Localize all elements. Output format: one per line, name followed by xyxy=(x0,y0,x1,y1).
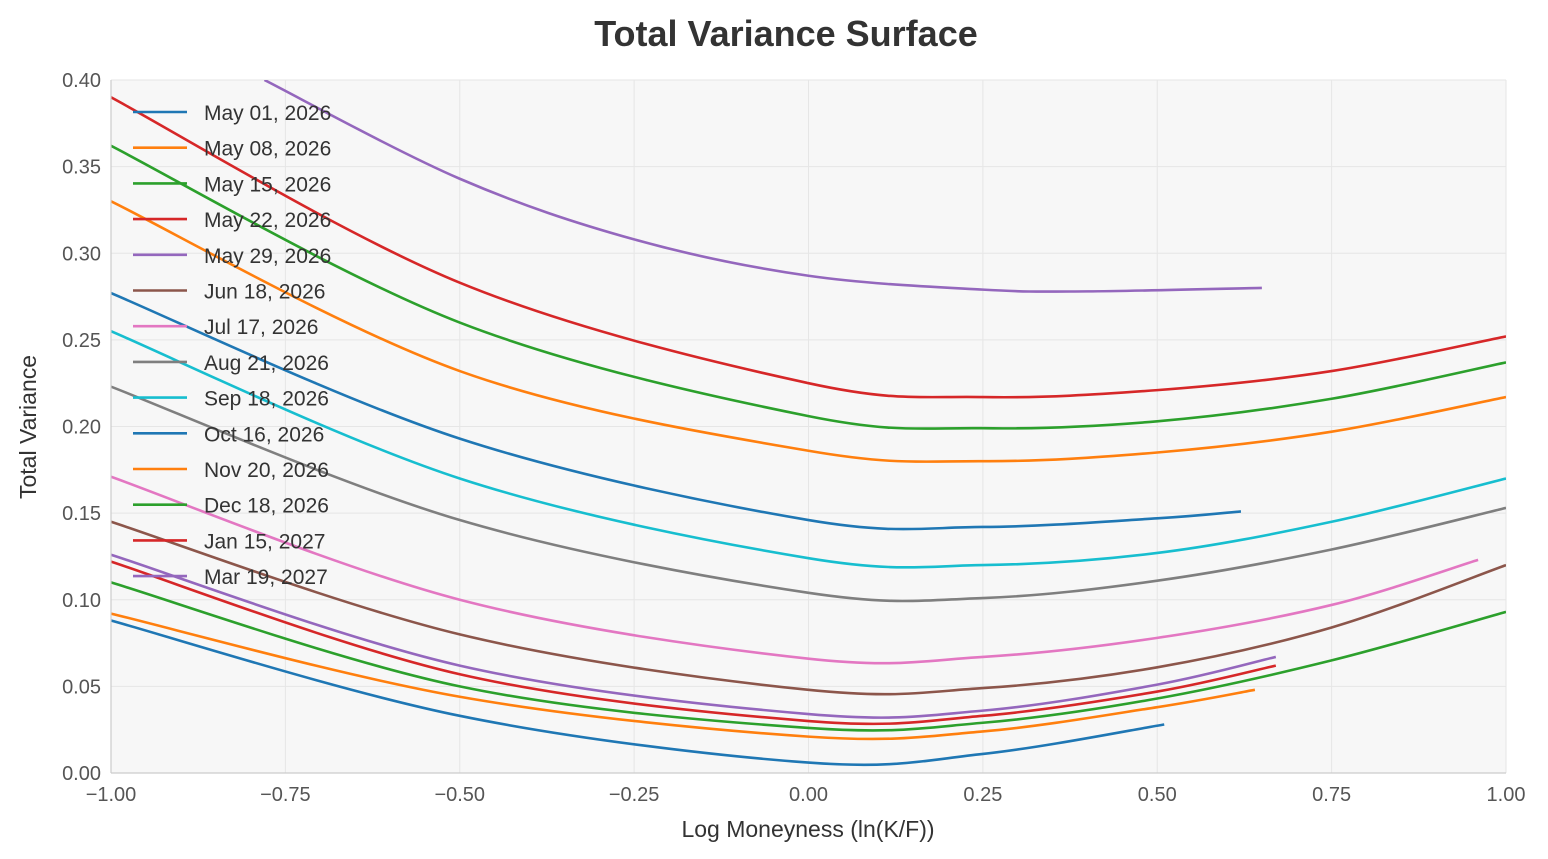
legend: May 01, 2026 May 08, 2026 May 15, 2026 May … xyxy=(133,102,331,589)
legend-label: May 22, 2026 xyxy=(204,209,331,232)
legend-label: May 08, 2026 xyxy=(204,138,331,161)
series-line-0 xyxy=(111,619,1165,767)
y-tick-label: 0.10 xyxy=(62,590,101,612)
chart-title: Total Variance Surface xyxy=(594,13,978,54)
legend-label: May 15, 2026 xyxy=(204,173,331,196)
legend-label: Jan 15, 2027 xyxy=(204,530,325,553)
x-tick-label: 0.00 xyxy=(789,784,828,806)
series-line-6 xyxy=(111,475,1479,665)
y-axis-label: Total Variance xyxy=(15,355,41,499)
series-line-1 xyxy=(111,612,1256,741)
legend-label: Dec 18, 2026 xyxy=(204,495,329,518)
series-line-11 xyxy=(111,144,1506,430)
x-tick-label: −0.75 xyxy=(260,784,311,806)
x-tick-label: 0.25 xyxy=(963,784,1002,806)
legend-label: Nov 20, 2026 xyxy=(204,459,329,482)
legend-label: Jun 18, 2026 xyxy=(204,281,325,304)
series-line-4 xyxy=(111,553,1277,719)
legend-label: Oct 16, 2026 xyxy=(204,423,324,446)
y-tick-label: 0.40 xyxy=(62,70,101,92)
series-line-2 xyxy=(111,581,1506,732)
y-tick-label: 0.20 xyxy=(62,417,101,439)
x-tick-label: 1.00 xyxy=(1487,784,1526,806)
x-tick-label: −0.25 xyxy=(609,784,660,806)
series-line-8 xyxy=(111,330,1506,569)
legend-label: Mar 19, 2027 xyxy=(204,566,328,589)
series-lines xyxy=(111,80,1506,767)
y-axis-ticks: 0.00 0.05 0.10 0.15 0.20 0.25 0.30 0.35 0.40 xyxy=(62,70,101,785)
series-line-13 xyxy=(263,80,1262,293)
y-tick-label: 0.30 xyxy=(62,243,101,265)
legend-label: Aug 21, 2026 xyxy=(204,352,329,375)
x-tick-label: −0.50 xyxy=(434,784,485,806)
series-line-3 xyxy=(111,560,1277,726)
x-axis-ticks: −1.00 −0.75 −0.50 −0.25 0.00 0.25 0.50 0.75 1.00 xyxy=(86,784,1526,806)
series-line-10 xyxy=(111,200,1506,463)
series-line-9 xyxy=(111,291,1242,531)
series-line-5 xyxy=(111,520,1506,696)
y-tick-label: 0.05 xyxy=(62,676,101,698)
legend-label: Jul 17, 2026 xyxy=(204,316,318,339)
y-tick-label: 0.35 xyxy=(62,157,101,179)
x-tick-label: 0.75 xyxy=(1312,784,1351,806)
x-axis-label: Log Moneyness (ln(K/F)) xyxy=(681,816,934,842)
x-tick-label: −1.00 xyxy=(86,784,137,806)
legend-label: May 29, 2026 xyxy=(204,245,331,268)
y-tick-label: 0.25 xyxy=(62,330,101,352)
x-tick-label: 0.50 xyxy=(1138,784,1177,806)
legend-label: Sep 18, 2026 xyxy=(204,388,329,411)
y-tick-label: 0.15 xyxy=(62,503,101,525)
y-tick-label: 0.00 xyxy=(62,763,101,785)
series-line-12 xyxy=(111,96,1506,399)
legend-label: May 01, 2026 xyxy=(204,102,331,125)
series-line-7 xyxy=(111,385,1506,603)
